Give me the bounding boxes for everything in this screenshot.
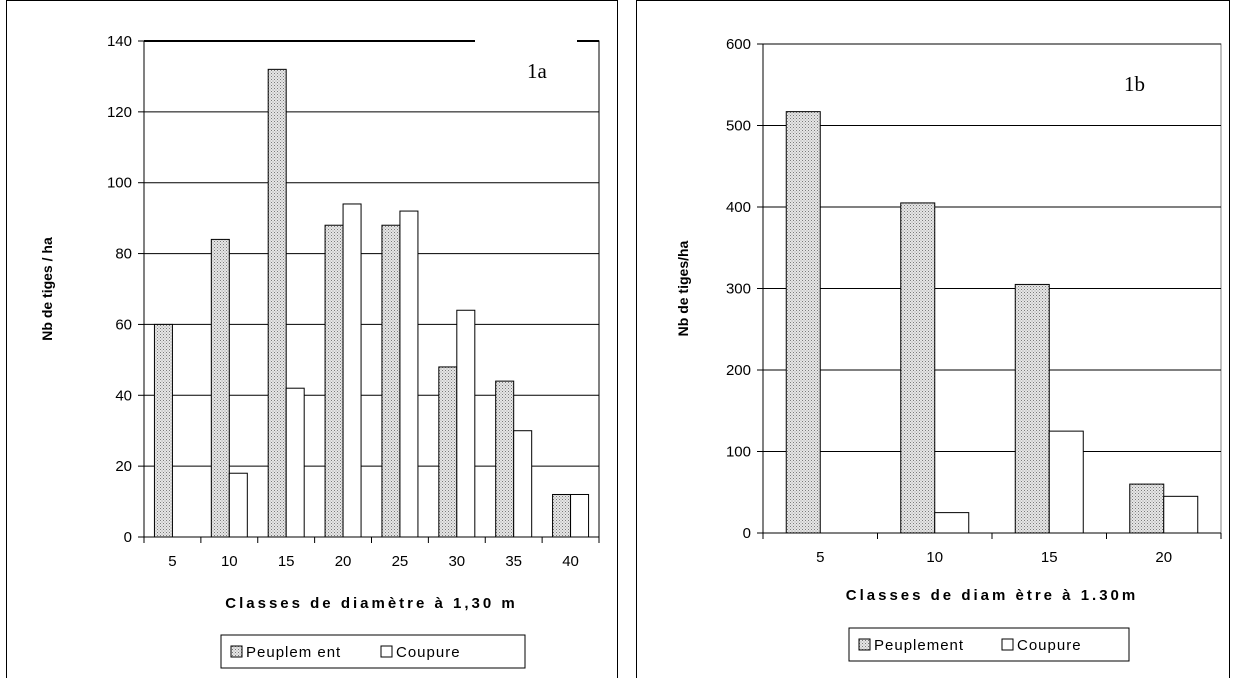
x-axis-label: Classes de diamètre à 1,30 m xyxy=(225,595,517,612)
legend-swatch-peuplement xyxy=(230,645,243,658)
y-tick-label: 300 xyxy=(726,281,751,298)
bar-peuplement xyxy=(267,68,287,538)
bar-peuplement xyxy=(552,493,572,538)
legend-label-coupure: Coupure xyxy=(396,644,461,661)
chart-1b: 0 100 200 300 400 500 600 5 10 15 20 1b Nb de tiges/… xyxy=(675,36,1222,662)
bar-peuplement xyxy=(438,366,458,538)
y-tick-label: 20 xyxy=(115,458,132,475)
y-tick-label: 120 xyxy=(107,104,132,121)
y-tick-label: 40 xyxy=(115,387,132,404)
y-tick-label: 100 xyxy=(107,175,132,192)
x-tick-label: 15 xyxy=(278,553,295,570)
y-tick-label: 500 xyxy=(726,118,751,135)
legend xyxy=(848,627,1130,662)
bar-coupure xyxy=(228,472,248,538)
chart-1a: 0 20 40 60 80 100 120 140 5 10 15 20 25 30 35 40 1a Nb de… xyxy=(39,33,600,669)
x-tick-label: 5 xyxy=(168,553,176,570)
bar-coupure xyxy=(1048,430,1084,534)
chart-panel-1b: 0 100 200 300 400 500 600 5 10 15 20 1b Nb de tiges/… xyxy=(636,0,1230,678)
x-tick-label: 10 xyxy=(221,553,238,570)
top-gap xyxy=(475,39,577,43)
x-tick-label: 15 xyxy=(1041,549,1058,566)
y-tick-label: 100 xyxy=(726,444,751,461)
bar-coupure xyxy=(399,210,419,538)
bar-coupure xyxy=(1163,495,1199,534)
x-tick-label: 30 xyxy=(448,553,465,570)
bar-peuplement xyxy=(381,224,401,538)
bar-coupure xyxy=(342,203,362,538)
bar-peuplement xyxy=(324,224,344,538)
x-tick-label: 40 xyxy=(562,553,579,570)
y-axis-label: Nb de tiges/ha xyxy=(675,240,691,336)
bar-peuplement xyxy=(900,202,936,534)
y-tick-label: 80 xyxy=(115,246,132,263)
legend-swatch-coupure xyxy=(1001,638,1014,651)
x-tick-label: 10 xyxy=(926,549,943,566)
legend-label-peuplement: Peuplem ent xyxy=(246,644,341,661)
bar-coupure xyxy=(934,512,970,534)
bar-peuplement xyxy=(1014,283,1050,534)
bar-peuplement xyxy=(785,111,821,534)
y-tick-label: 400 xyxy=(726,199,751,216)
x-tick-label: 20 xyxy=(1155,549,1172,566)
y-tick-label: 600 xyxy=(726,36,751,53)
bar-peuplement xyxy=(210,238,230,538)
panel-label: 1a xyxy=(527,59,548,83)
bar-peuplement xyxy=(153,323,173,538)
y-tick-label: 0 xyxy=(743,525,751,542)
panel-label: 1b xyxy=(1124,72,1145,96)
bar-peuplement xyxy=(1129,483,1165,534)
legend-label-coupure: Coupure xyxy=(1017,637,1082,654)
bar-coupure xyxy=(570,493,590,538)
x-axis-label: Classes de diam ètre à 1.30m xyxy=(846,587,1138,604)
x-tick-label: 20 xyxy=(335,553,352,570)
y-tick-label: 60 xyxy=(115,316,132,333)
y-tick-label: 200 xyxy=(726,362,751,379)
bar-peuplement xyxy=(495,380,515,538)
y-axis-label: Nb de tiges / ha xyxy=(39,237,55,341)
bar-coupure xyxy=(456,309,476,538)
chart-panel-1a: 0 20 40 60 80 100 120 140 5 10 15 20 25 30 35 40 1a Nb de… xyxy=(6,0,618,678)
y-tick-label: 0 xyxy=(124,529,132,546)
legend xyxy=(220,634,526,669)
x-tick-label: 5 xyxy=(816,549,824,566)
bar-coupure xyxy=(513,430,533,538)
x-tick-label: 25 xyxy=(392,553,409,570)
legend-swatch-peuplement xyxy=(858,638,871,651)
legend-label-peuplement: Peuplement xyxy=(874,637,964,654)
x-tick-label: 35 xyxy=(505,553,522,570)
bar-coupure xyxy=(285,387,305,538)
legend-swatch-coupure xyxy=(380,645,393,658)
y-tick-label: 140 xyxy=(107,33,132,50)
